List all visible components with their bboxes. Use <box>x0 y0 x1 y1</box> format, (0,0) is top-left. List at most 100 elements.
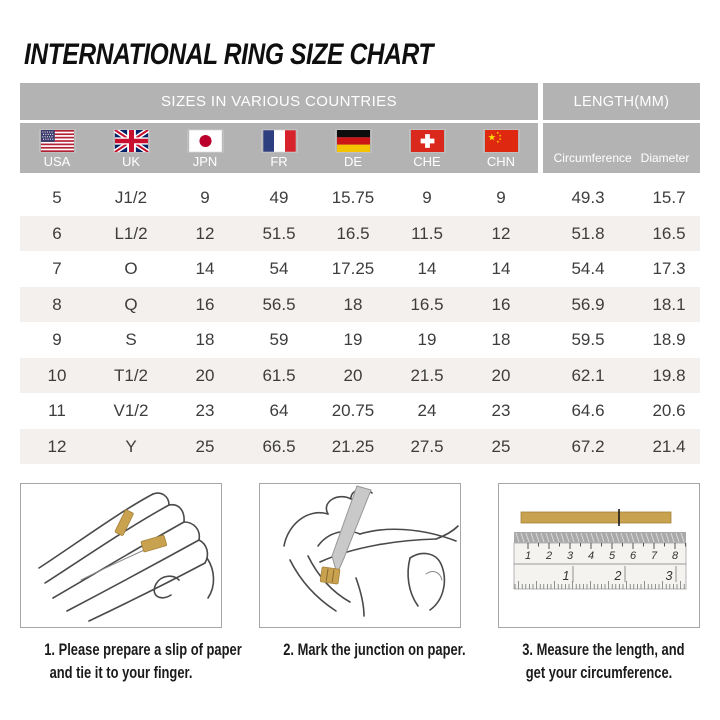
size-cell: 14 <box>417 259 437 278</box>
ruler-measuring-strip-illustration: 1 2 3 4 5 6 7 8 1 2 3 <box>513 509 687 590</box>
svg-text:1: 1 <box>563 569 570 583</box>
size-cell: L1/2 <box>114 223 148 243</box>
size-cell: 54 <box>269 259 289 278</box>
column-header-che: CHE <box>390 123 464 173</box>
size-cell: 9 <box>496 188 506 207</box>
size-cell: 23 <box>491 401 511 420</box>
size-cell: 64.6 <box>571 401 605 420</box>
size-cell: 20 <box>195 365 215 385</box>
svg-text:1: 1 <box>525 550 531 562</box>
size-cell: 23 <box>195 401 215 420</box>
size-cell: 19 <box>343 330 363 349</box>
size-cell: 20.75 <box>331 401 375 420</box>
step-3: 1 2 3 4 5 6 7 8 1 2 3 <box>498 483 700 684</box>
size-cell: O <box>124 259 138 278</box>
size-cell: 11 <box>48 401 66 420</box>
size-cell: 14 <box>195 259 215 278</box>
group-header-sizes: SIZES IN VARIOUS COUNTRIES <box>20 83 538 120</box>
size-cell: 49.3 <box>571 188 605 207</box>
column-header-uk: UK <box>94 123 168 173</box>
size-cell: 18.9 <box>652 330 686 349</box>
size-cell: 17.25 <box>331 259 375 278</box>
table-rows: 5 J1/2 9 49 15.75 9 9 49.3 15.7 6 L1/2 12 51.5 16.5 11… <box>20 180 700 464</box>
size-cell: 5 <box>52 188 62 207</box>
size-cell: 15.7 <box>652 188 686 207</box>
size-cell: 56.5 <box>262 294 296 314</box>
step-1-caption: 1. Please prepare a slip of paper and ti… <box>44 640 242 682</box>
size-cell: 51.5 <box>262 223 296 243</box>
size-cell: 59 <box>269 330 289 349</box>
table-country-header-row: USA UK <box>20 123 700 173</box>
svg-text:8: 8 <box>672 550 679 562</box>
step-1-illustration-box <box>20 483 222 628</box>
flag-china-icon <box>484 130 518 152</box>
size-cell: 51.8 <box>571 223 605 243</box>
size-cell: 66.5 <box>262 436 296 456</box>
column-header-usa: USA <box>20 123 94 173</box>
size-cell: 9 <box>200 188 210 207</box>
svg-text:6: 6 <box>630 550 637 562</box>
size-cell: 12 <box>491 223 511 243</box>
column-header-fr: FR <box>242 123 316 173</box>
step-2: 2. Mark the junction on paper. <box>259 483 466 684</box>
table-row: 6 L1/2 12 51.5 16.5 11.5 12 51.8 16.5 <box>20 215 700 251</box>
table-row: 11 V1/2 23 64 20.75 24 23 64.6 20.6 <box>20 393 700 429</box>
size-cell: 54.4 <box>571 259 605 278</box>
svg-text:3: 3 <box>666 569 673 583</box>
size-cell: 16.5 <box>652 223 686 243</box>
size-cell: 8 <box>52 294 62 314</box>
size-cell: 16 <box>195 294 215 314</box>
size-cell: 18 <box>343 294 363 314</box>
svg-text:4: 4 <box>588 550 594 562</box>
size-cell: 12 <box>47 436 67 456</box>
size-cell: 7 <box>52 259 62 278</box>
size-cell: 16 <box>491 294 511 314</box>
country-code-label: CHE <box>413 154 441 169</box>
column-header-circumference: Circumference <box>553 151 632 165</box>
size-cell: 10 <box>47 365 67 385</box>
size-cell: 15.75 <box>331 188 375 207</box>
size-cell: 19 <box>417 330 437 349</box>
size-cell: 18 <box>195 330 215 349</box>
ring-size-table: SIZES IN VARIOUS COUNTRIES LENGTH(MM) <box>20 83 700 464</box>
size-cell: 20 <box>343 365 363 385</box>
size-cell: J1/2 <box>114 188 148 207</box>
table-row: 7 O 14 54 17.25 14 14 54.4 17.3 <box>20 251 700 287</box>
size-cell: 56.9 <box>571 294 605 314</box>
table-row: 12 Y 25 66.5 21.25 27.5 25 67.2 21.4 <box>20 428 700 464</box>
svg-text:2: 2 <box>614 569 622 583</box>
size-cell: S <box>125 330 137 349</box>
size-cell: 14 <box>491 259 511 278</box>
size-cell: 27.5 <box>410 436 444 456</box>
size-cell: Y <box>125 436 137 456</box>
country-code-label: USA <box>43 154 71 169</box>
length-subheaders: Circumference Diameter <box>543 123 700 173</box>
size-cell: 25 <box>195 436 215 456</box>
svg-text:3: 3 <box>567 550 574 562</box>
size-cell: 20 <box>491 365 511 385</box>
country-flags-strip: USA UK <box>20 123 538 173</box>
size-cell: 16.5 <box>410 294 444 314</box>
country-code-label: JPN <box>192 154 218 169</box>
column-header-de: DE <box>316 123 390 173</box>
size-cell: 25 <box>491 436 511 456</box>
size-cell: T1/2 <box>113 365 149 385</box>
step-2-illustration-box <box>259 483 461 628</box>
flag-japan-icon <box>188 130 222 152</box>
group-header-length: LENGTH(MM) <box>543 83 700 120</box>
flag-uk-icon <box>113 130 149 152</box>
country-code-label: DE <box>343 154 363 169</box>
size-cell: 24 <box>417 401 437 420</box>
marking-junction-with-pen-illustration <box>283 485 459 617</box>
size-cell: 67.2 <box>571 436 605 456</box>
measurement-steps: 1. Please prepare a slip of paper and ti… <box>20 483 700 684</box>
size-cell: 18 <box>491 330 511 349</box>
column-header-jpn: JPN <box>168 123 242 173</box>
step-1: 1. Please prepare a slip of paper and ti… <box>20 483 242 684</box>
step-3-illustration-box: 1 2 3 4 5 6 7 8 1 2 3 <box>498 483 700 628</box>
flag-usa-icon <box>40 130 74 152</box>
svg-text:2: 2 <box>545 550 552 562</box>
country-code-label: FR <box>270 154 288 169</box>
step-2-caption: 2. Mark the junction on paper. <box>283 640 466 659</box>
